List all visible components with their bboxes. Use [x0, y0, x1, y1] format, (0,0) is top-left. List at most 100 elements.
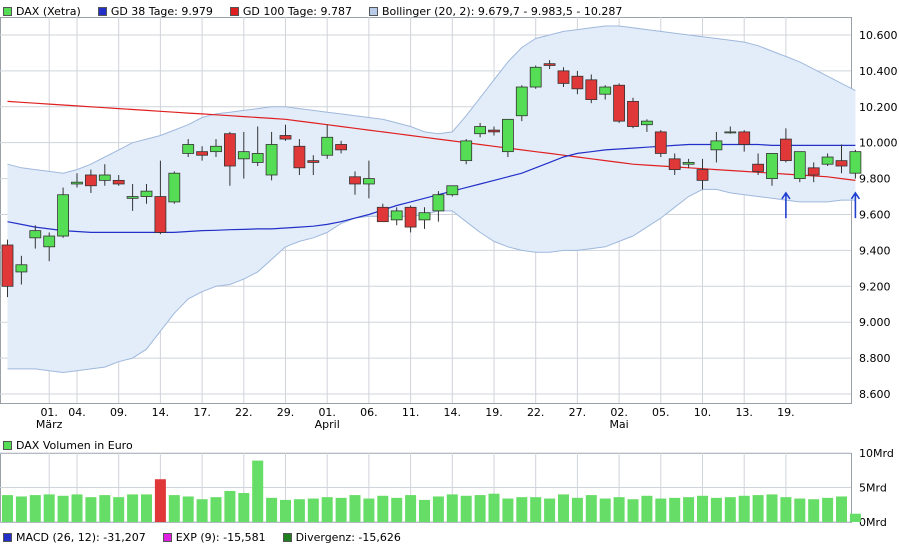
candle: [196, 146, 209, 161]
volume-bar: [474, 495, 486, 522]
candle: [57, 187, 69, 238]
volume-bar: [766, 494, 778, 522]
x-tick-label: 04.: [68, 406, 86, 419]
legend-gd38: GD 38 Tage: 9.979: [95, 5, 213, 18]
candle-body-down: [85, 174, 97, 187]
candle-body-up: [515, 86, 528, 117]
candle: [168, 171, 181, 204]
candle: [821, 153, 834, 167]
candle: [613, 83, 625, 123]
candle-body-up: [126, 196, 139, 199]
candle: [474, 122, 487, 138]
exp-swatch-icon: [162, 532, 172, 542]
candle-body-up: [140, 190, 153, 197]
volume-bar: [391, 497, 403, 522]
volume-legend: DAX Volumen in Euro: [0, 437, 147, 453]
volume-bar: [252, 460, 264, 522]
candle: [404, 205, 417, 233]
volume-bar: [321, 497, 333, 522]
candle: [126, 183, 139, 211]
candle: [293, 139, 306, 175]
candle-body-up: [460, 140, 473, 162]
candle-body-up: [43, 235, 56, 248]
volume-bar: [2, 495, 13, 522]
candle-body-down: [376, 206, 389, 223]
volume-tick-label: 10Mrd: [859, 447, 894, 460]
volume-bar: [238, 493, 250, 522]
x-tick-label: 09.: [110, 406, 128, 419]
candle-body-up: [71, 181, 83, 185]
legend-dax-label: DAX (Xetra): [16, 4, 81, 18]
candle-body-down: [293, 145, 306, 169]
candle-body-up: [57, 194, 69, 237]
x-tick-label: 05.: [652, 406, 670, 419]
volume-bar: [363, 498, 375, 522]
x-tick-label: 06.: [360, 406, 378, 419]
volume-bar: [224, 490, 236, 522]
candle: [780, 128, 792, 163]
bollinger-swatch-icon: [368, 6, 378, 16]
candle-body-up: [265, 144, 278, 176]
candle-body-down: [654, 131, 667, 154]
candle-body-up: [849, 151, 862, 174]
candle: [738, 130, 751, 152]
volume-bar: [488, 493, 500, 522]
volume-bar: [558, 494, 569, 522]
candle: [752, 153, 764, 175]
volume-bar: [15, 496, 27, 522]
candle-body-down: [807, 167, 820, 176]
volume-tick-label: 5Mrd: [859, 482, 887, 495]
candle: [265, 131, 278, 181]
candle: [460, 139, 473, 165]
candle-body-up: [599, 86, 612, 95]
price-tick-label: 8.600: [859, 388, 891, 401]
candle: [321, 124, 334, 159]
candle-body-up: [793, 151, 806, 179]
candle-body-up: [98, 174, 111, 181]
price-tick-label: 10.600: [859, 29, 898, 42]
candle: [529, 65, 542, 89]
volume-bar: [544, 498, 556, 522]
candle: [446, 185, 459, 197]
volume-bar: [794, 498, 806, 522]
volume-bar: [293, 499, 305, 522]
candle: [362, 160, 375, 199]
volume-bar: [641, 495, 653, 522]
candle-body-down: [780, 138, 792, 162]
volume-tick-label: 0Mrd: [859, 516, 887, 529]
candle: [571, 70, 584, 95]
volume-bar: [724, 497, 736, 522]
volume-bar: [460, 495, 472, 522]
candle: [112, 174, 125, 186]
volume-bar: [683, 497, 695, 522]
candle: [418, 207, 431, 229]
candle-body-up: [474, 126, 487, 135]
candle: [432, 191, 445, 222]
candle-body-up: [821, 156, 834, 165]
candle-body-down: [571, 75, 584, 90]
volume-bar: [99, 495, 111, 522]
volume-bar: [168, 495, 180, 522]
candle: [210, 139, 222, 158]
volume-bar: [432, 496, 444, 522]
bollinger-band-fill: [7, 26, 856, 373]
legend-gd100: GD 100 Tage: 9.787: [227, 5, 352, 18]
volume-bar: [822, 497, 834, 522]
volume-bar: [599, 498, 611, 522]
legend-macd: MACD (26, 12): -31,207: [0, 531, 146, 544]
legend-macd-label: MACD (26, 12): -31,207: [16, 530, 146, 544]
legend-gd38-label: GD 38 Tage: 9.979: [110, 4, 213, 18]
candle: [641, 119, 653, 132]
x-tick-month-label: März: [36, 418, 63, 431]
candle: [627, 97, 639, 129]
candle-body-down: [335, 144, 348, 151]
x-tick-label: 14.: [444, 406, 462, 419]
x-tick-label: 19.: [485, 406, 503, 419]
candle-body-up: [321, 136, 334, 156]
candle-body-up: [418, 212, 431, 221]
candle-body-up: [501, 118, 514, 153]
candle: [349, 171, 361, 195]
candle-body-down: [696, 169, 709, 181]
candle-body-up: [724, 131, 737, 134]
